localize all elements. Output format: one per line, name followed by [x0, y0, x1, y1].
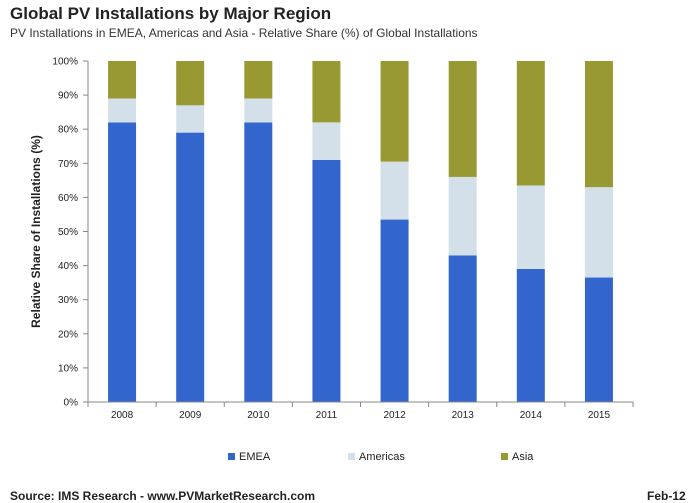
bar-americas-2010	[244, 98, 273, 123]
y-tick-label: 20%	[58, 329, 78, 340]
bar-americas-2008	[108, 98, 137, 123]
bar-emea-2008	[108, 122, 137, 402]
bar-asia-2013	[448, 61, 477, 177]
bar-emea-2009	[176, 132, 205, 403]
y-axis-title: Relative Share of Installations (%)	[29, 135, 43, 328]
date-note: Feb-12	[647, 489, 686, 503]
y-tick-label: 70%	[58, 159, 78, 170]
bar-asia-2010	[244, 61, 273, 99]
legend-label-americas: Americas	[359, 451, 405, 463]
legend-label-emea: EMEA	[239, 451, 271, 463]
bar-asia-2015	[584, 61, 613, 188]
bar-americas-2009	[176, 105, 205, 133]
chart-subtitle: PV Installations in EMEA, Americas and A…	[10, 26, 478, 40]
bar-emea-2011	[312, 159, 341, 402]
x-tick-label: 2014	[520, 410, 543, 421]
bar-americas-2015	[584, 187, 613, 278]
y-tick-label: 60%	[58, 193, 78, 204]
y-tick-label: 50%	[58, 227, 78, 238]
legend-swatch-asia	[501, 453, 508, 460]
bar-asia-2011	[312, 61, 341, 123]
bar-americas-2011	[312, 122, 341, 160]
x-tick-label: 2012	[383, 410, 406, 421]
y-tick-label: 100%	[52, 57, 78, 68]
y-tick-label: 0%	[64, 398, 79, 409]
bar-americas-2014	[516, 185, 545, 270]
bar-emea-2015	[584, 277, 613, 402]
x-tick-label: 2008	[111, 410, 134, 421]
bar-asia-2008	[108, 61, 137, 99]
bar-americas-2013	[448, 176, 477, 256]
x-tick-label: 2015	[588, 410, 611, 421]
y-tick-label: 30%	[58, 295, 78, 306]
source-note: Source: IMS Research - www.PVMarketResea…	[10, 489, 316, 503]
bar-emea-2014	[516, 269, 545, 402]
bar-asia-2014	[516, 61, 545, 186]
bar-asia-2009	[176, 61, 205, 106]
bar-asia-2012	[380, 61, 409, 162]
x-tick-label: 2011	[316, 410, 338, 421]
bar-americas-2012	[380, 161, 409, 220]
bar-emea-2013	[448, 255, 477, 402]
x-tick-label: 2010	[247, 410, 270, 421]
x-tick-label: 2009	[179, 410, 202, 421]
legend-swatch-americas	[348, 453, 355, 460]
legend-swatch-emea	[228, 453, 235, 460]
y-tick-label: 10%	[58, 363, 78, 374]
legend-label-asia: Asia	[512, 451, 534, 463]
y-tick-label: 90%	[58, 91, 78, 102]
bar-emea-2012	[380, 219, 409, 402]
y-tick-label: 80%	[58, 125, 78, 136]
bar-emea-2010	[244, 122, 273, 402]
chart-title: Global PV Installations by Major Region	[10, 4, 332, 23]
y-tick-label: 40%	[58, 261, 78, 272]
x-tick-label: 2013	[452, 410, 475, 421]
